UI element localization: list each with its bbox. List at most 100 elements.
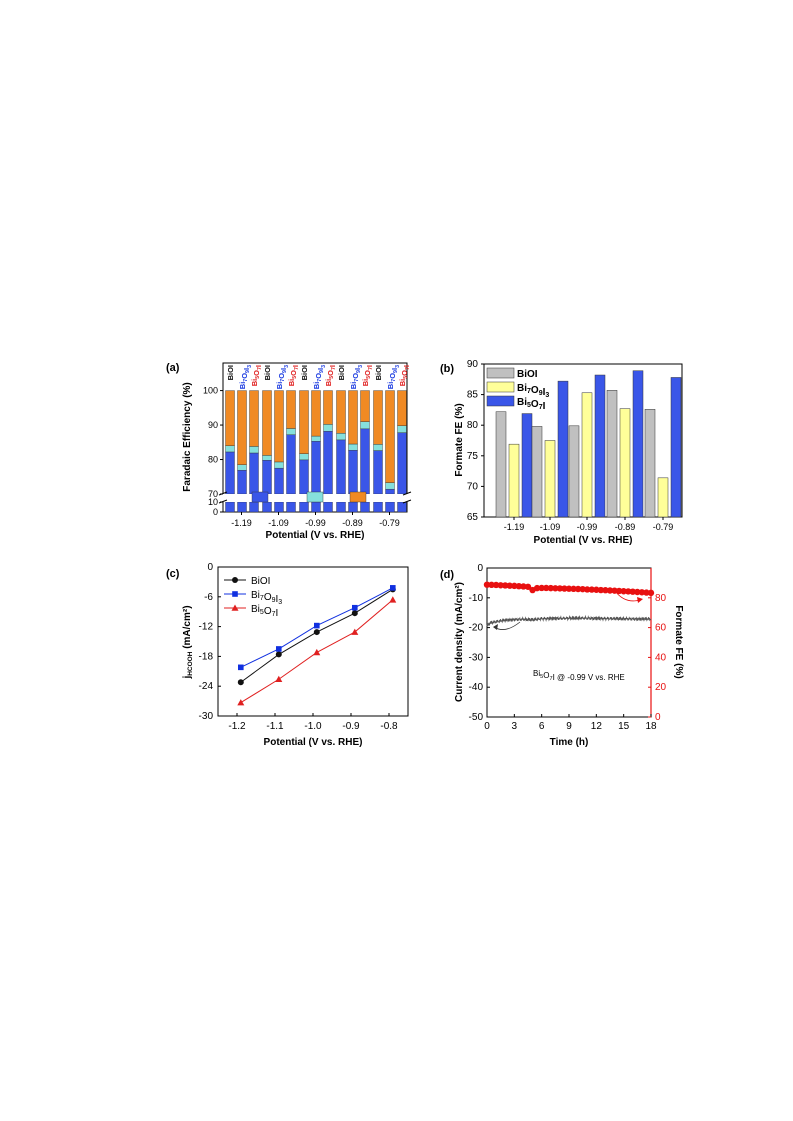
catalyst-label: BiOI [300, 365, 309, 380]
x-tick-label: -1.19 [231, 518, 252, 528]
bar-formate-lower [225, 501, 235, 513]
fe-data-point [574, 585, 582, 593]
fe-data-point [543, 584, 550, 592]
x-tick-label: -0.89 [615, 522, 636, 532]
fe-data-point [634, 588, 641, 596]
bar [657, 477, 669, 518]
bar-formate-lower [348, 501, 358, 513]
arrow-to-right-axis [614, 590, 641, 602]
y-tick-label: 80 [467, 420, 479, 431]
bar-formate [299, 459, 309, 495]
bar-co [348, 443, 358, 451]
bar-formate-lower [397, 501, 407, 513]
bar-formate [237, 470, 247, 495]
bar-formate [262, 460, 272, 495]
x-tick-label: 3 [512, 721, 518, 732]
y-tick-label: 70 [208, 489, 218, 499]
y-tick-label: 100 [203, 386, 218, 396]
y-tick-label: 0 [213, 507, 218, 517]
axis-break-mark [402, 491, 412, 496]
bar-formate-lower [262, 501, 272, 513]
y-tick-label: 90 [208, 420, 218, 430]
data-point [352, 604, 358, 611]
fe-data-point [593, 586, 600, 593]
bar [670, 377, 682, 518]
bar-co [262, 455, 272, 461]
bar-h2 [311, 390, 321, 437]
bar-h2 [262, 390, 272, 456]
y-tick-label: -30 [199, 711, 214, 722]
data-point [275, 651, 282, 658]
current-density-line [486, 614, 652, 627]
catalyst-label: Bi5O7I [361, 365, 374, 386]
legend-label: H2 [369, 493, 377, 504]
fe-data-point [511, 582, 518, 590]
bar-h2 [249, 390, 259, 447]
fe-data-point [561, 585, 568, 592]
y-tick-label-left: -50 [469, 712, 484, 723]
bar [521, 413, 533, 518]
x-tick-label: -1.09 [540, 522, 561, 532]
y-axis-label: Formate FE (%) [454, 403, 465, 476]
chart-b-formate-fe: -1.19 -1.09 -0.99 -0.89 -0.79 65 70 75 80 85 90 BiO… [454, 359, 683, 546]
bar [644, 409, 656, 518]
y-axis-label: Faradaic Efficiency (%) [182, 382, 193, 491]
x-tick-label: 6 [539, 721, 545, 732]
bar [581, 392, 593, 518]
catalyst-label: Bi7O9I3 [349, 365, 364, 389]
y-tick-label-left: -40 [469, 682, 484, 693]
fe-data-point [615, 587, 623, 595]
catalyst-label: Bi7O9I3 [386, 365, 401, 389]
x-tick-label: -0.79 [653, 522, 674, 532]
bar-formate-lower [249, 501, 259, 513]
bar-co [237, 464, 247, 471]
arrow-head [637, 597, 643, 603]
bar-h2 [274, 390, 284, 463]
panel-label-b: (b) [440, 363, 454, 375]
y-tick-label: 90 [467, 359, 479, 370]
data-point [313, 648, 321, 656]
bar-co [385, 482, 395, 490]
arrow-head [493, 624, 498, 630]
legend-marker [231, 604, 239, 611]
bar-formate [311, 441, 321, 495]
bar [619, 408, 631, 518]
bar-co [286, 428, 296, 435]
fe-data-point [556, 585, 564, 592]
arrow-to-left-axis [493, 621, 521, 630]
x-tick-label: -0.89 [342, 518, 363, 528]
bar-formate [225, 451, 235, 495]
y-axis-label: jHCOOH (mA/cm²) [182, 605, 194, 679]
legend-marker [232, 577, 238, 583]
x-axis-label: Potential (V vs. RHE) [266, 530, 365, 541]
y-tick-label-left: 0 [477, 563, 483, 574]
catalyst-label: Bi7O9I3 [312, 365, 327, 389]
fe-data-point [502, 582, 509, 589]
y-tick-label: -12 [199, 622, 214, 633]
bar-formate [323, 431, 333, 495]
x-tick-label: -1.2 [228, 721, 246, 732]
bar [594, 374, 606, 518]
bar-formate-lower [286, 501, 296, 513]
y-tick-label: 0 [207, 562, 213, 573]
x-tick-label: -0.8 [380, 721, 398, 732]
bar-formate [249, 452, 259, 495]
bar-h2 [336, 390, 346, 434]
bar-co [397, 425, 407, 433]
legend-label: Formate [270, 493, 298, 502]
y-tick-label: 70 [467, 481, 479, 492]
legend-swatch [251, 491, 269, 503]
bar-formate [274, 467, 284, 495]
y-tick-label: 80 [208, 455, 218, 465]
y-tick-label: 10 [208, 497, 218, 507]
bar-formate [385, 488, 395, 495]
catalyst-label: Bi5O7I [324, 365, 337, 386]
data-point [389, 596, 397, 603]
y-tick-label: 65 [467, 512, 479, 523]
data-point [313, 629, 320, 636]
fe-data-point [579, 585, 586, 593]
series-line [240, 588, 394, 683]
x-tick-label: -0.79 [379, 518, 400, 528]
chart-a-faradaic-efficiency: BiOIBi7O9I3Bi5O7I-1.19BiOIBi7O9I3Bi5O7I-… [182, 362, 412, 541]
fe-data-point [638, 589, 646, 596]
